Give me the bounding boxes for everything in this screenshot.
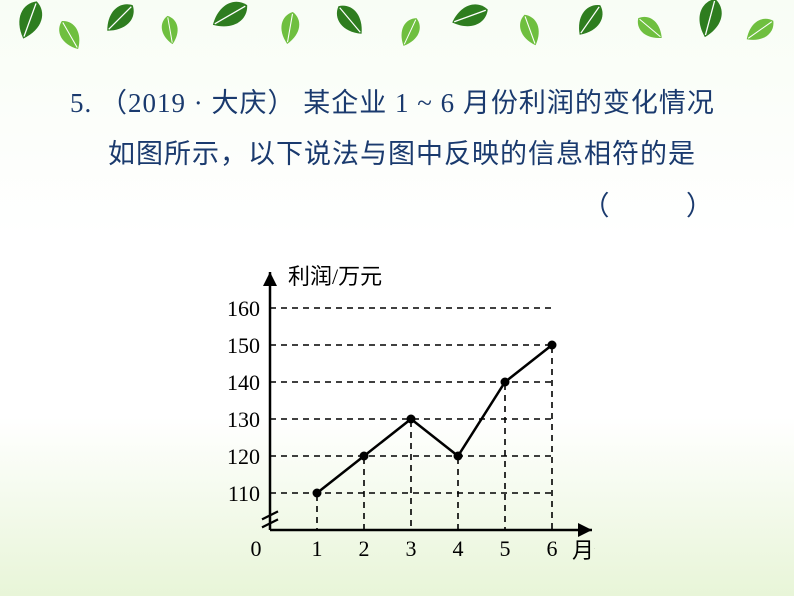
question-block: 5. （2019 · 大庆） 某企业 1 ~ 6 月份利润的变化情况 如图所示，… [70, 78, 744, 232]
svg-text:150: 150 [227, 333, 260, 358]
svg-text:3: 3 [406, 536, 417, 561]
svg-text:0: 0 [251, 536, 262, 561]
profit-line-chart: 110 120 130 140 150 160 1 2 3 4 5 6 0 利润/万元月份 [195, 260, 595, 580]
svg-text:5: 5 [500, 536, 511, 561]
question-source: （2019 · 大庆） [100, 88, 296, 118]
answer-paren-open: （ [583, 191, 611, 221]
svg-text:130: 130 [227, 407, 260, 432]
svg-text:月份: 月份 [572, 538, 595, 563]
svg-text:140: 140 [227, 370, 260, 395]
decorative-leaves [0, 0, 794, 70]
svg-text:利润/万元: 利润/万元 [288, 264, 382, 289]
question-text-1: 某企业 1 ~ 6 月份利润的变化情况 [303, 88, 715, 118]
svg-text:6: 6 [547, 536, 558, 561]
answer-paren-close: ） [686, 191, 714, 221]
svg-text:2: 2 [359, 536, 370, 561]
question-text-2: 如图所示，以下说法与图中反映的信息相符的是 [108, 139, 696, 169]
svg-text:110: 110 [228, 481, 260, 506]
svg-text:1: 1 [312, 536, 323, 561]
svg-text:4: 4 [453, 536, 464, 561]
svg-text:120: 120 [227, 444, 260, 469]
svg-text:160: 160 [227, 296, 260, 321]
question-number: 5. [70, 88, 92, 118]
